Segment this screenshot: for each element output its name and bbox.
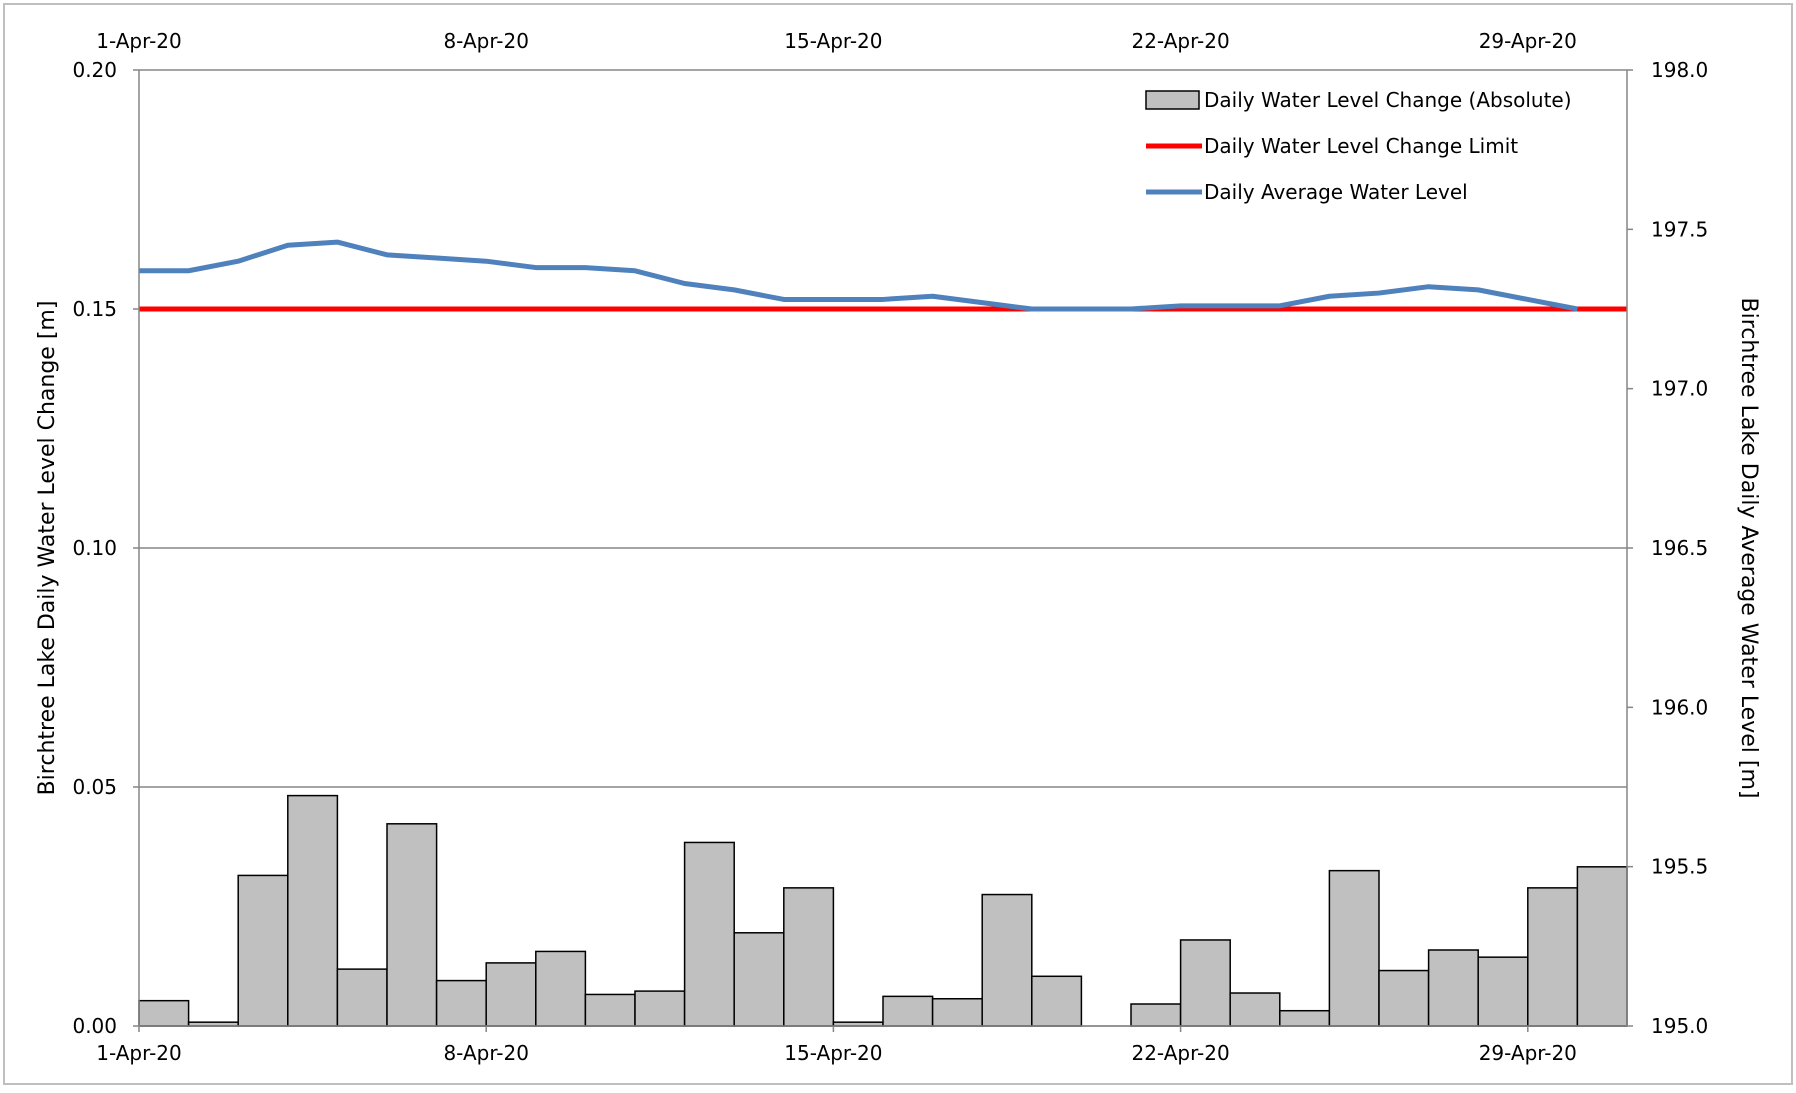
bar-series: [138, 794, 1628, 1027]
bar-23-Apr-20: [1229, 992, 1281, 1027]
x-tick-label-top: 1-Apr-20: [96, 29, 182, 53]
bar-3-Apr-20: [237, 874, 289, 1027]
bar-28-Apr-20: [1477, 956, 1529, 1027]
bar-5-Apr-20: [336, 968, 388, 1027]
bar-24-Apr-20: [1279, 1009, 1331, 1027]
bar-17-Apr-20: [931, 998, 983, 1027]
left-axis-title: Birchtree Lake Daily Water Level Change …: [35, 301, 60, 796]
right-tick-label: 197.0: [1651, 377, 1708, 401]
legend-label-limit: Daily Water Level Change Limit: [1204, 134, 1518, 158]
legend-swatch-bar: [1145, 90, 1200, 110]
bar-30-Apr-20: [1576, 866, 1628, 1027]
bar-4-Apr-20: [287, 794, 339, 1027]
bar-7-Apr-20: [435, 979, 487, 1027]
average-level-line: [139, 239, 1578, 312]
left-tick-label: 0.20: [72, 58, 117, 82]
bar-27-Apr-20: [1427, 949, 1479, 1027]
bar-11-Apr-20: [634, 990, 686, 1027]
bar-26-Apr-20: [1378, 969, 1430, 1027]
bar-22-Apr-20: [1179, 939, 1231, 1027]
left-tick-label: 0.10: [72, 536, 117, 560]
right-tick-label: 197.5: [1651, 217, 1708, 241]
tick-labels: 0.00 0.05 0.10 0.15 0.20 195.0 195.5 196.0 196.5…: [72, 29, 1708, 1065]
bar-13-Apr-20: [733, 932, 785, 1027]
bar-14-Apr-20: [783, 887, 835, 1027]
right-axis-title: Birchtree Lake Daily Average Water Level…: [1736, 298, 1761, 799]
bar-19-Apr-20: [1031, 975, 1083, 1027]
bar-18-Apr-20: [981, 893, 1033, 1027]
left-tick-label: 0.05: [72, 775, 117, 799]
x-tick-label-top: 15-Apr-20: [784, 29, 882, 53]
bar-12-Apr-20: [683, 841, 735, 1027]
right-tick-label: 198.0: [1651, 58, 1708, 82]
bar-6-Apr-20: [386, 823, 438, 1027]
x-tick-label-top: 8-Apr-20: [443, 29, 529, 53]
x-tick-label-bottom: 8-Apr-20: [443, 1041, 529, 1065]
left-tick-label: 0.15: [72, 297, 117, 321]
bar-25-Apr-20: [1328, 869, 1380, 1027]
bar-9-Apr-20: [535, 950, 587, 1027]
legend-label-average: Daily Average Water Level: [1204, 180, 1468, 204]
right-tick-label: 196.0: [1651, 695, 1708, 719]
legend: Daily Water Level Change (Absolute) Dail…: [1145, 88, 1572, 204]
bar-10-Apr-20: [584, 993, 636, 1027]
bar-16-Apr-20: [882, 995, 934, 1027]
x-tick-label-bottom: 15-Apr-20: [784, 1041, 882, 1065]
right-tick-label: 195.0: [1651, 1014, 1708, 1038]
x-tick-label-top: 22-Apr-20: [1131, 29, 1229, 53]
x-tick-label-bottom: 22-Apr-20: [1131, 1041, 1229, 1065]
x-tick-label-bottom: 29-Apr-20: [1479, 1041, 1577, 1065]
right-tick-label: 195.5: [1651, 855, 1708, 879]
left-tick-label: 0.00: [72, 1014, 117, 1038]
bar-29-Apr-20: [1527, 887, 1579, 1027]
x-tick-label-top: 29-Apr-20: [1479, 29, 1577, 53]
right-tick-label: 196.5: [1651, 536, 1708, 560]
line-series: [139, 239, 1627, 312]
x-tick-label-bottom: 1-Apr-20: [96, 1041, 182, 1065]
axes: [133, 69, 1633, 1032]
bar-21-Apr-20: [1130, 1003, 1182, 1027]
bar-1-Apr-20: [138, 999, 190, 1027]
bar-8-Apr-20: [485, 962, 537, 1027]
legend-label-bar: Daily Water Level Change (Absolute): [1204, 88, 1572, 112]
